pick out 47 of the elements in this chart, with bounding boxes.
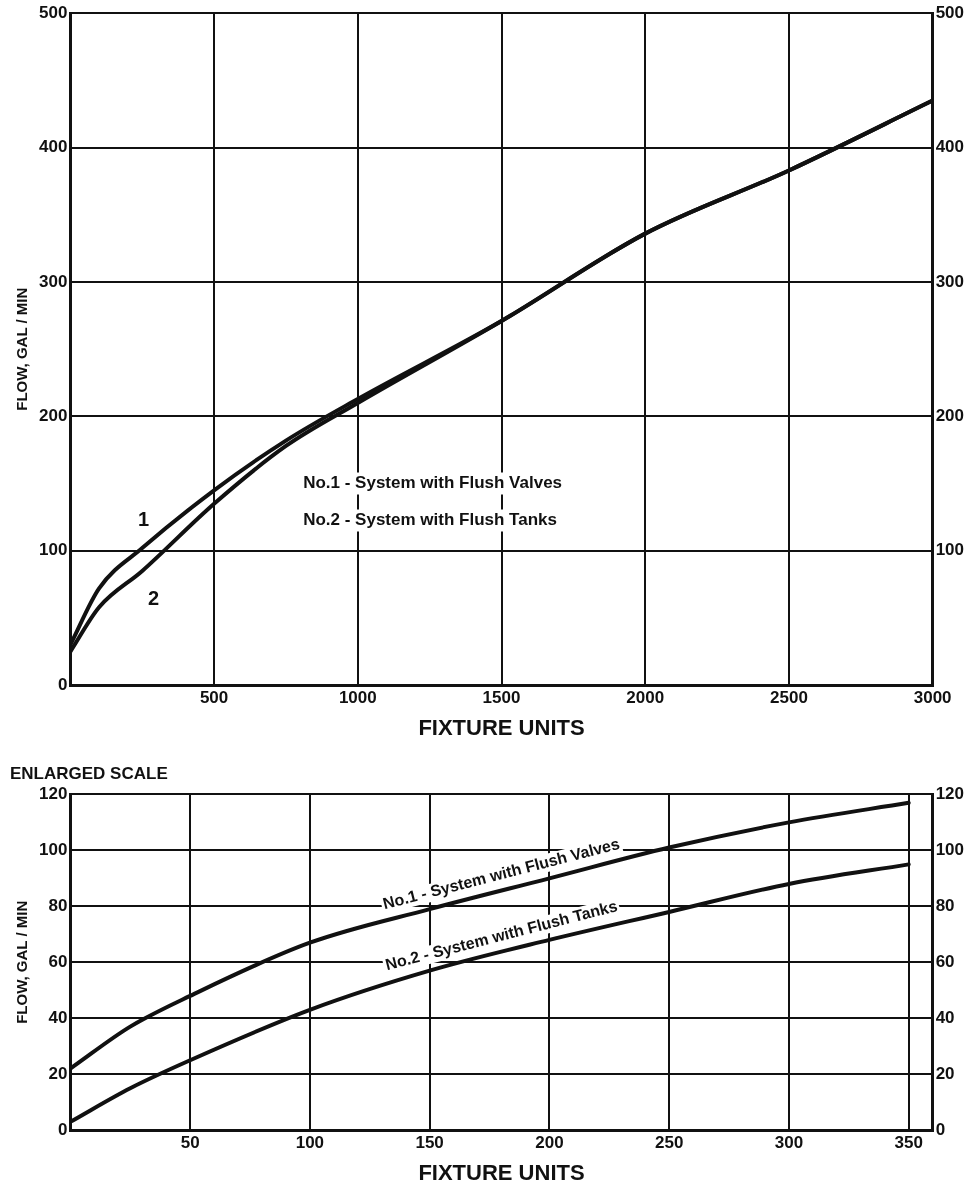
y-tick-label: 200: [38, 406, 68, 426]
y-tick-label: 60: [48, 951, 68, 971]
y2-tick-label: 200: [935, 406, 965, 426]
x-tick-label: 2000: [626, 688, 665, 708]
y2-tick-label: 100: [935, 540, 965, 560]
y2-tick-label: 100: [935, 840, 965, 860]
annotation: 2: [148, 587, 160, 610]
y2-tick-label: 500: [935, 2, 965, 22]
y-tick-label: 500: [38, 2, 68, 22]
y-tick-label: 80: [48, 896, 68, 916]
x-tick-label: 1000: [338, 688, 377, 708]
y2-tick-label: 120: [935, 784, 965, 804]
y2-tick-label: 20: [935, 1063, 955, 1083]
y-tick-label: 0: [57, 1119, 68, 1139]
y-tick-label: 400: [38, 137, 68, 157]
y-axis-title: FLOW, GAL / MIN: [13, 900, 31, 1024]
y2-tick-label: 80: [935, 896, 955, 916]
x-tick-label: 350: [894, 1133, 923, 1153]
y2-tick-label: 400: [935, 137, 965, 157]
x-tick-label: 250: [654, 1133, 684, 1153]
y-tick-label: 100: [38, 840, 68, 860]
y2-tick-label: 0: [935, 1119, 946, 1139]
y2-tick-label: 300: [935, 271, 965, 291]
annotation: 1: [138, 508, 150, 531]
chart-title: ENLARGED SCALE: [10, 763, 168, 783]
y2-tick-label: 60: [935, 951, 955, 971]
x-tick-label: 100: [295, 1133, 325, 1153]
x-tick-label: 2500: [770, 688, 808, 708]
y-tick-label: 0: [57, 674, 68, 694]
y-tick-label: 40: [48, 1007, 68, 1027]
annotation: No.1 - System with Flush Valves: [303, 473, 563, 493]
x-tick-label: 200: [535, 1133, 564, 1153]
x-axis-title: FIXTURE UNITS: [418, 1159, 585, 1185]
y-tick-label: 20: [48, 1063, 68, 1083]
y-tick-label: 300: [38, 271, 68, 291]
x-axis-title: FIXTURE UNITS: [418, 714, 585, 740]
y-axis-title: FLOW, GAL / MIN: [13, 287, 31, 411]
y2-tick-label: 40: [935, 1007, 955, 1027]
x-tick-label: 50: [180, 1133, 200, 1153]
y-tick-label: 120: [38, 784, 68, 804]
x-tick-label: 300: [774, 1133, 804, 1153]
x-tick-label: 3000: [913, 688, 952, 708]
x-tick-label: 500: [199, 688, 229, 708]
x-tick-label: 150: [415, 1133, 444, 1153]
y-tick-label: 100: [38, 540, 68, 560]
annotation: No.2 - System with Flush Tanks: [303, 510, 557, 530]
x-tick-label: 1500: [482, 688, 521, 708]
